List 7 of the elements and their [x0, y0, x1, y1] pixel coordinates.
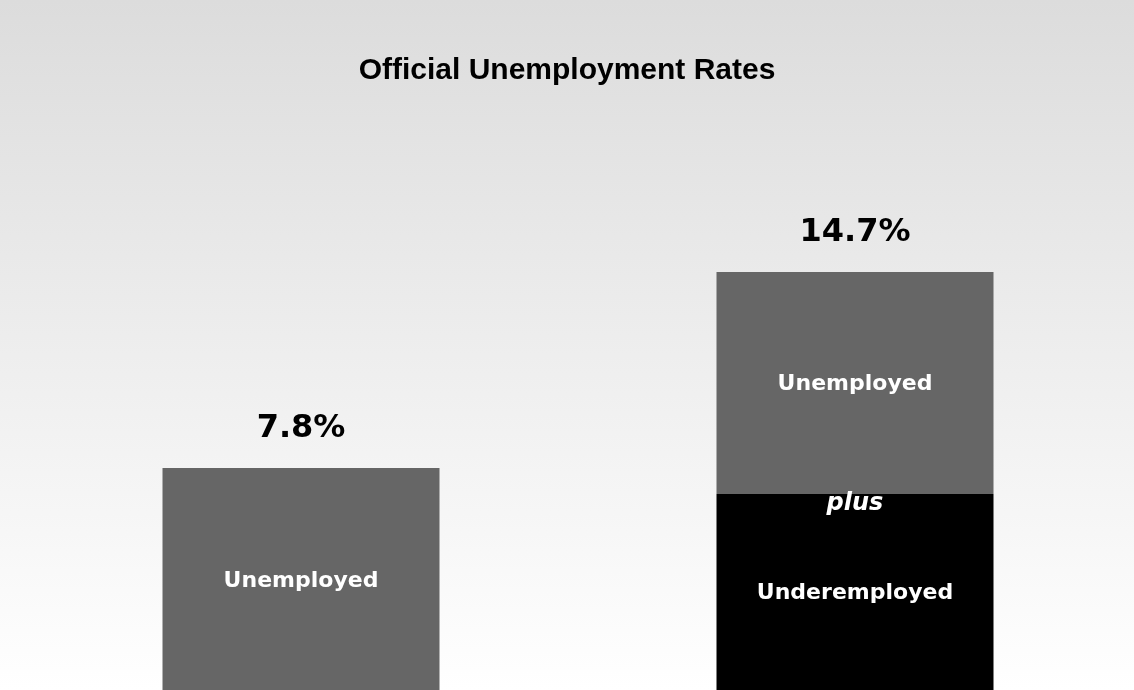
- series-label: Unemployed: [223, 566, 379, 592]
- series-label: Underemployed: [756, 579, 954, 605]
- text: Unemployed: [777, 370, 933, 396]
- annotation: 7.8%: [256, 407, 346, 446]
- annotation: plus: [825, 487, 884, 516]
- annotation: 14.7%: [799, 211, 911, 249]
- chart-title: Official Unemployment Rates: [358, 51, 776, 85]
